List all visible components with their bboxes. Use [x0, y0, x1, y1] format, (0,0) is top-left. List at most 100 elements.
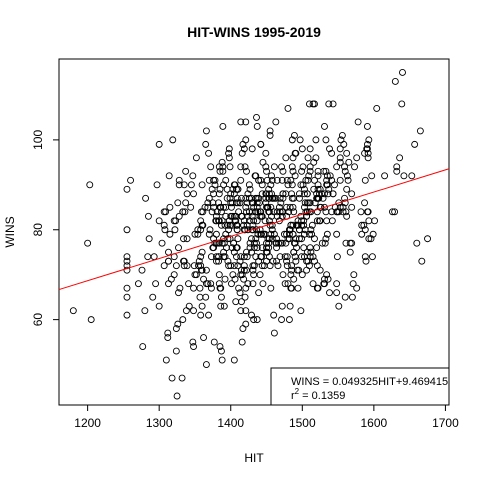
- data-point: [281, 253, 289, 261]
- data-point: [179, 208, 187, 216]
- data-point: [152, 280, 160, 288]
- data-point: [307, 248, 315, 256]
- data-point: [321, 280, 328, 288]
- data-point: [219, 167, 227, 175]
- data-point: [298, 253, 306, 261]
- data-point: [220, 239, 228, 247]
- data-point: [155, 217, 163, 225]
- data-point: [123, 266, 131, 274]
- data-point: [227, 262, 235, 270]
- data-point: [338, 131, 346, 139]
- data-point: [292, 257, 300, 265]
- data-point: [363, 208, 371, 216]
- data-point: [263, 203, 271, 211]
- data-point: [215, 271, 223, 279]
- data-point: [210, 203, 218, 211]
- data-point: [220, 181, 228, 189]
- data-point: [153, 181, 161, 189]
- data-point: [275, 239, 283, 247]
- data-point: [222, 203, 230, 211]
- data-point: [205, 149, 213, 157]
- data-point: [313, 190, 321, 198]
- data-point: [230, 190, 238, 198]
- data-point: [301, 185, 308, 193]
- data-point: [291, 239, 299, 247]
- data-point: [413, 239, 421, 247]
- data-point: [353, 154, 361, 162]
- data-point: [238, 338, 246, 346]
- data-point: [187, 181, 195, 189]
- data-point: [165, 248, 172, 256]
- data-point: [202, 266, 210, 274]
- data-point: [313, 244, 321, 252]
- data-point: [182, 199, 190, 207]
- data-point: [306, 230, 313, 238]
- data-point: [138, 266, 146, 274]
- data-point: [216, 284, 224, 292]
- data-point: [198, 181, 206, 189]
- data-point: [229, 271, 237, 279]
- data-point: [212, 253, 220, 261]
- data-point: [258, 262, 266, 270]
- data-point: [292, 149, 300, 157]
- data-point: [217, 208, 225, 216]
- data-point: [367, 235, 375, 243]
- data-point: [170, 271, 178, 279]
- data-point: [206, 226, 214, 234]
- data-point: [357, 208, 365, 216]
- data-point: [204, 280, 212, 288]
- data-point: [324, 190, 332, 198]
- data-point: [164, 334, 172, 342]
- data-point: [175, 181, 183, 189]
- data-point: [321, 239, 329, 247]
- data-point: [268, 176, 276, 184]
- data-point: [237, 118, 245, 126]
- data-point: [165, 280, 172, 288]
- data-point: [311, 235, 318, 243]
- data-point: [298, 217, 306, 225]
- data-point: [291, 172, 299, 180]
- data-point: [314, 172, 322, 180]
- data-point: [166, 230, 174, 238]
- r-squared-exponent: 2: [295, 387, 300, 396]
- data-point: [323, 217, 331, 225]
- legend: WINS = 0.049325HIT+9.469415 r2 = 0.1359: [270, 367, 450, 406]
- data-point: [226, 163, 234, 171]
- data-point: [339, 203, 347, 211]
- data-point: [321, 122, 328, 130]
- data-point: [290, 208, 298, 216]
- data-point: [207, 280, 215, 288]
- data-point: [250, 217, 258, 225]
- data-point: [240, 275, 248, 283]
- data-point: [364, 149, 372, 157]
- data-point: [221, 221, 229, 229]
- data-point: [248, 194, 255, 202]
- data-point: [288, 190, 296, 198]
- data-point: [363, 140, 371, 148]
- data-point: [354, 118, 362, 126]
- data-point: [190, 307, 197, 315]
- data-point: [272, 239, 280, 247]
- data-point: [232, 298, 240, 306]
- data-point: [351, 163, 358, 171]
- data-point: [225, 154, 233, 162]
- data-point: [231, 275, 239, 283]
- data-point: [217, 293, 225, 301]
- data-point: [325, 185, 333, 193]
- data-point: [227, 190, 235, 198]
- data-point: [237, 253, 245, 261]
- data-point: [321, 275, 328, 283]
- data-point: [267, 230, 275, 238]
- data-point: [255, 176, 263, 184]
- data-point: [333, 230, 341, 238]
- data-point: [329, 190, 337, 198]
- data-point: [241, 163, 249, 171]
- data-point: [309, 253, 317, 261]
- data-point: [220, 302, 228, 310]
- data-point: [299, 163, 307, 171]
- data-point: [256, 226, 264, 234]
- data-point: [248, 311, 255, 319]
- data-point: [176, 284, 184, 292]
- data-point: [373, 104, 381, 112]
- data-point: [182, 307, 190, 315]
